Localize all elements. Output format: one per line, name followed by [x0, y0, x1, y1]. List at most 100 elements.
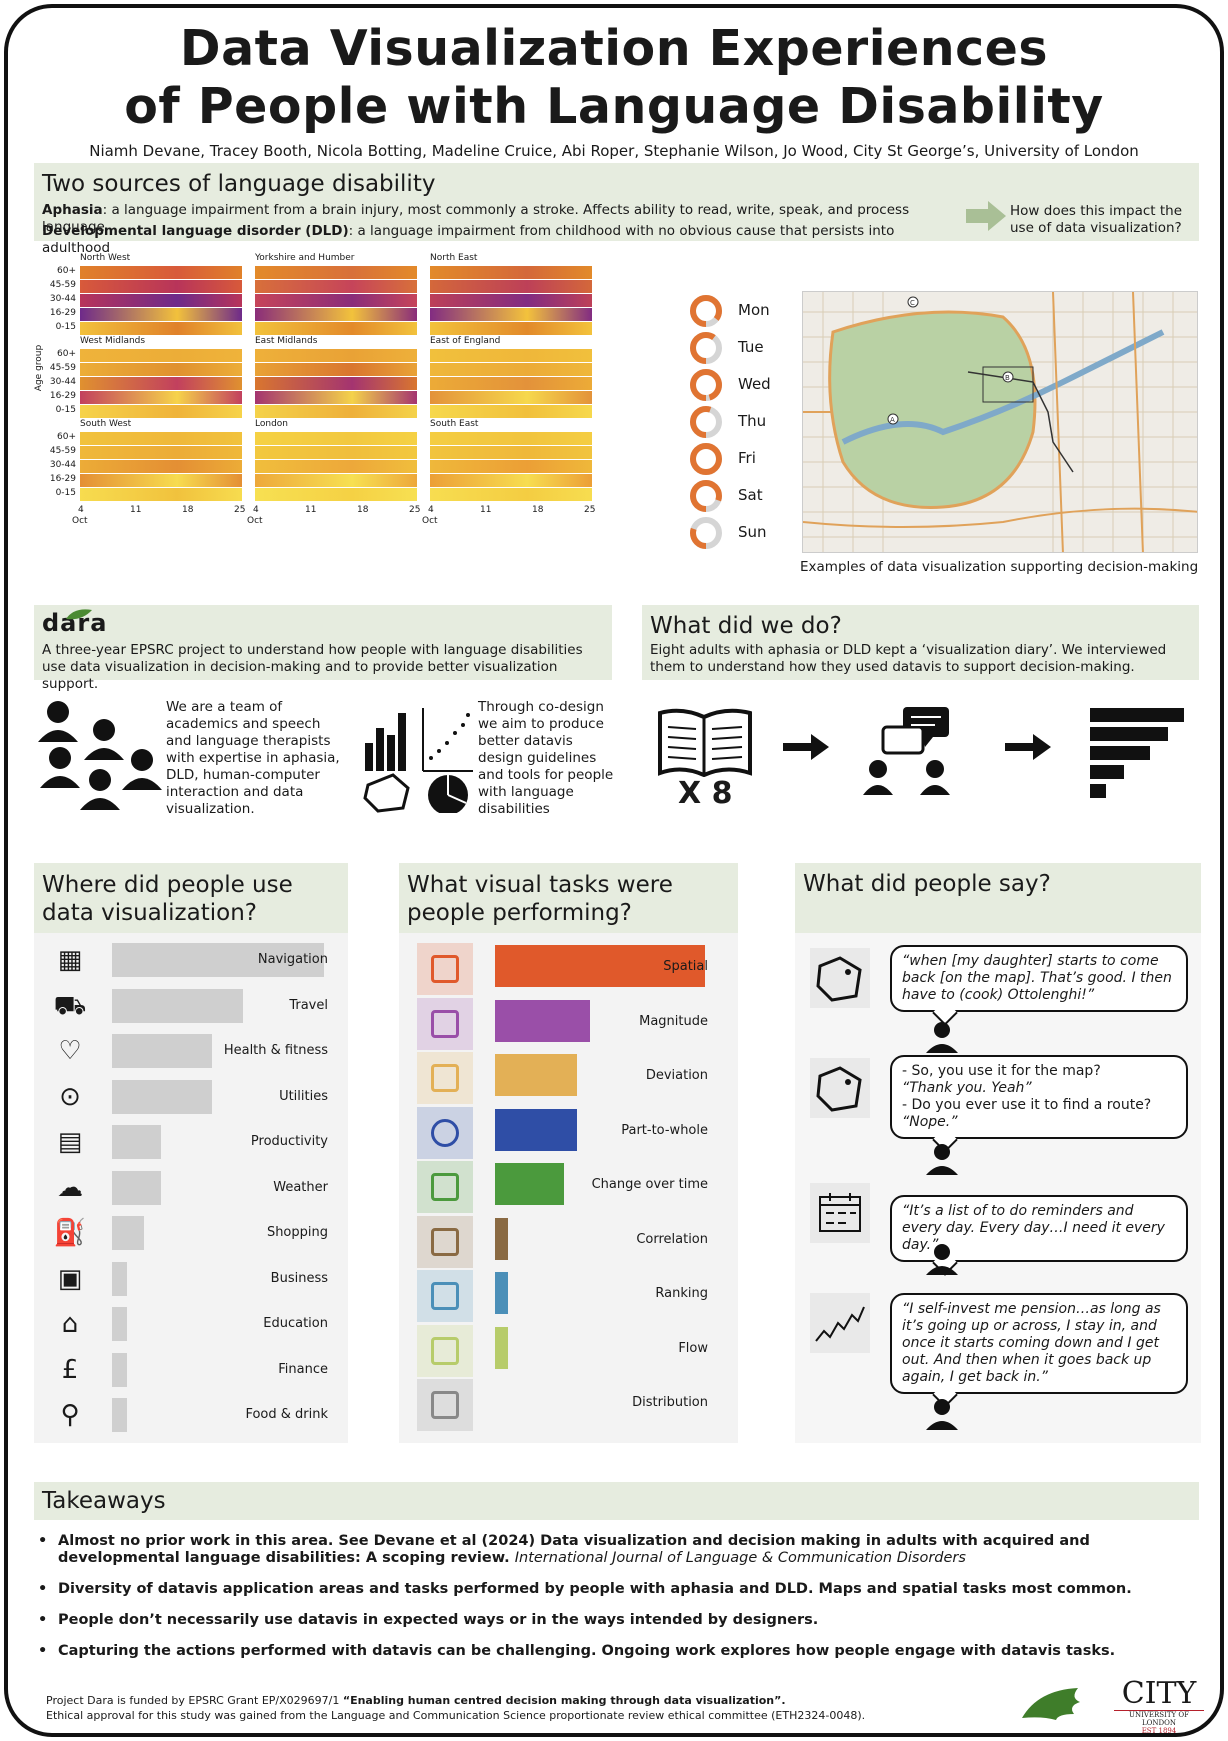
dld-text: : a language impairment from childhood w…	[42, 223, 895, 256]
day-label: Thu	[738, 412, 767, 430]
heatmap-row	[80, 446, 242, 459]
graduation-cap-icon: ⌂	[61, 1309, 79, 1339]
heatmap-title: West Midlands	[80, 336, 146, 346]
donut-sat	[690, 480, 722, 512]
heatmap-row	[255, 460, 417, 473]
dld-definition: Developmental language disorder (DLD): a…	[42, 223, 962, 257]
heatmap-title: East Midlands	[255, 336, 318, 346]
takeaways-list: Almost no prior work in this area. See D…	[38, 1533, 1188, 1674]
heatmap-cells	[255, 432, 417, 502]
line-chart-icon	[810, 1293, 870, 1353]
heatmap-title: South West	[80, 419, 132, 429]
age-label: 45-59	[49, 363, 76, 373]
where-bar-label: Utilities	[279, 1088, 328, 1104]
task-bar-label: Flow	[678, 1340, 708, 1356]
bus-icon: ⛟	[53, 990, 87, 1021]
where-bar-label: Navigation	[257, 952, 328, 967]
heatmap-row	[80, 266, 242, 279]
age-label: 0-15	[55, 322, 76, 332]
where-bar	[112, 1352, 127, 1387]
aphasia-text: : a language impairment from a brain inj…	[42, 202, 910, 235]
task-bar-label: Magnitude	[639, 1013, 708, 1029]
task-bar-label: Part-to-whole	[621, 1122, 708, 1138]
heatmap-cells	[80, 349, 242, 419]
impact-question: How does this impact the use of data vis…	[1010, 203, 1183, 236]
task-bar	[495, 999, 590, 1042]
what-did-heading: What did we do?	[650, 613, 842, 639]
speaker-icon-1	[926, 1022, 958, 1053]
open-book-icon	[658, 708, 752, 777]
task-icon	[417, 1379, 473, 1431]
heatmap-row	[255, 349, 417, 362]
tasks-band: What visual tasks were people performing…	[399, 863, 738, 933]
takeaway-1-text: Almost no prior work in this area. See D…	[58, 1533, 1090, 1566]
heatmap-row	[80, 349, 242, 362]
task-bar-label: Correlation	[636, 1231, 708, 1247]
where-bar	[112, 1079, 212, 1114]
x-tick-label: 4	[253, 505, 259, 515]
x-tick-label: 11	[130, 505, 142, 515]
task-icon-glyph	[431, 1227, 459, 1256]
task-bar	[495, 1054, 577, 1096]
quote-2-answer-1: “Thank you. Yeah”	[902, 1080, 1032, 1096]
meter-icon: ⊙	[59, 1081, 81, 1112]
heatmap-row	[255, 391, 417, 404]
ethics-line: Ethical approval for this study was gain…	[46, 1709, 866, 1722]
map-caption: Examples of data visualization supportin…	[800, 559, 1199, 575]
aphasia-term: Aphasia	[42, 202, 103, 218]
heatmap-row	[430, 308, 592, 321]
quote-2-question-1: - So, you use it for the map?	[902, 1063, 1101, 1079]
dld-term: Developmental language disorder (DLD)	[42, 223, 349, 239]
task-bar	[495, 1217, 508, 1260]
heatmap-title: London	[255, 419, 288, 429]
where-bar-label: Weather	[273, 1179, 328, 1195]
heatmap-row	[430, 488, 592, 501]
tasks-heading: What visual tasks were people performing…	[407, 871, 673, 927]
poster: Data Visualization Experiences of People…	[4, 4, 1224, 1737]
sources-heading: Two sources of language disability	[42, 171, 436, 197]
where-bar	[112, 1398, 127, 1432]
heart-hand-icon: ♡	[58, 1036, 82, 1066]
age-label: 30-44	[49, 460, 76, 470]
task-icon	[417, 1215, 473, 1268]
where-bar	[112, 988, 244, 1023]
what-did-band: What did we do? Eight adults with aphasi…	[642, 605, 1199, 680]
age-label: 16-29	[49, 474, 76, 484]
age-label: 0-15	[55, 488, 76, 498]
heatmap-row	[80, 363, 242, 376]
task-bar	[495, 1163, 565, 1205]
where-heading-line1: Where did people use	[42, 872, 293, 898]
heatmap-title: East of England	[430, 336, 501, 346]
svg-text:B: B	[1005, 374, 1010, 382]
where-chart: ▦ Navigation ⛟ Travel ♡ Health & fitness ⊙ Util…	[34, 933, 348, 1443]
poster-title-line1: Data Visualization Experiences	[179, 20, 1049, 77]
map-shape-icon	[810, 948, 870, 1008]
task-icon-glyph	[431, 1009, 459, 1038]
arrow-icon-1	[783, 734, 829, 760]
day-label: Wed	[738, 375, 771, 393]
tasks-heading-line2: people performing?	[407, 900, 632, 926]
task-bar	[495, 1272, 508, 1314]
money-icon: £	[61, 1354, 79, 1385]
where-bar	[112, 1034, 212, 1068]
donut-tue	[690, 332, 722, 364]
x-tick-label: 18	[182, 505, 194, 515]
what-did-text: Eight adults with aphasia or DLD kept a …	[650, 642, 1167, 675]
task-icon	[417, 1161, 473, 1213]
donut-column	[690, 295, 722, 549]
day-label: Mon	[738, 301, 770, 319]
tasks-chart: Spatial Magnitude Deviation Part-to-whole Ch…	[399, 933, 738, 1443]
heatmap-row	[80, 308, 242, 321]
participant-count: X 8	[678, 776, 733, 811]
svg-text:A: A	[890, 416, 895, 424]
right-arrow-icon	[966, 201, 1006, 231]
codesign-text: Through co-design we aim to produce bett…	[478, 699, 614, 817]
x-tick-label: 4	[78, 505, 84, 515]
heatmap-row	[255, 363, 417, 376]
heatmap-row	[255, 322, 417, 335]
task-icon	[417, 1324, 473, 1377]
calendar-icon	[810, 1183, 870, 1243]
task-icon-glyph	[431, 1064, 459, 1092]
heatmap-row	[80, 432, 242, 445]
heatmap-row	[430, 405, 592, 418]
